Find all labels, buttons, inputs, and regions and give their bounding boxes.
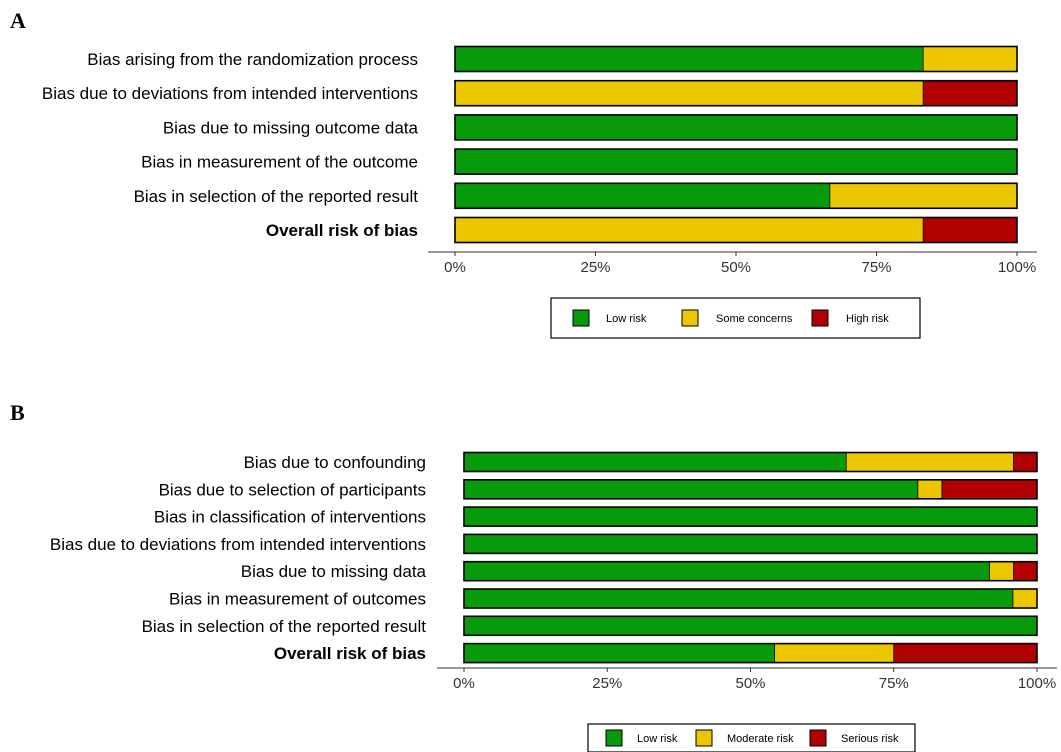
bar-segment-high-risk [923,217,1017,243]
bar-segment-low-risk [455,149,1017,175]
legend-swatch [605,729,623,747]
x-tick-label: 0% [453,675,475,692]
bar-segment-low-risk [464,643,775,663]
category-label: Bias due to missing data [241,562,427,581]
bar-outline [454,79,1018,107]
legend-label: Moderate risk [727,733,794,745]
bar-segment-serious-risk [941,479,1037,499]
legend: Low risk Some concerns High risk [550,297,921,339]
bar-segment-high-risk [923,80,1017,106]
x-tick-label: 75% [861,259,891,276]
legend: Low risk Moderate risk Serious risk [587,723,916,752]
category-label: Bias in selection of the reported result [134,187,419,206]
bar-segment-moderate-risk [917,479,942,499]
bar-outline [463,588,1038,609]
category-label: Bias arising from the randomization proc… [87,50,418,69]
bar-outline [463,533,1038,555]
bar-segment-low-risk [464,616,1037,636]
bar-outline [463,451,1038,473]
bar-segment-low-risk [464,507,1037,527]
x-tick-label: 50% [721,259,751,276]
x-tick-label: 25% [592,675,622,692]
chart-a: Bias arising from the randomization proc… [42,45,1037,339]
bar-segment-moderate-risk [989,561,1014,581]
bar-outline [463,506,1038,527]
legend-label: Serious risk [841,733,899,745]
bar-segment-low-risk [464,479,918,499]
legend-swatch [809,729,827,747]
x-tick-label: 0% [444,259,466,276]
bar-segment-moderate-risk [1012,589,1037,608]
legend-label: High risk [846,313,889,325]
legend-label: Some concerns [716,313,793,325]
panel-label-b: B [10,400,25,425]
bar-outline [463,615,1038,637]
bar-segment-serious-risk [893,643,1037,663]
bar-segment-low-risk [455,183,830,209]
legend-label: Low risk [606,313,647,325]
panel-label-a: A [10,8,26,33]
category-label: Bias due to missing outcome data [163,118,419,137]
bar-segment-low-risk [455,114,1017,140]
legend-label: Low risk [637,733,678,745]
category-label: Overall risk of bias [266,221,418,240]
bar-segment-moderate-risk [846,452,1014,472]
bar-segment-low-risk [464,452,847,472]
category-label: Bias in measurement of outcomes [169,590,426,609]
bar-segment-some-concerns [455,217,924,243]
x-tick-label: 25% [580,259,610,276]
bar-outline [454,114,1018,141]
category-label: Bias in classification of interventions [154,508,426,527]
bar-segment-serious-risk [1013,561,1037,581]
legend-box [587,723,916,752]
bar-segment-some-concerns [455,80,924,106]
chart-b: Bias due to confounding Bias due to selec… [50,451,1057,752]
bar-segment-some-concerns [923,46,1017,72]
bar-outline [454,148,1018,175]
legend-box [550,297,921,339]
category-label: Bias due to selection of participants [159,480,426,499]
legend-swatch [572,309,590,327]
category-label: Bias due to confounding [244,453,426,472]
legend-swatch [695,729,713,747]
x-tick-label: 75% [879,675,909,692]
legend-swatch [811,309,829,327]
legend-swatch [681,309,699,327]
category-label: Bias in selection of the reported result [142,617,427,636]
category-label: Bias due to deviations from intended int… [42,84,418,103]
category-label: Bias in measurement of the outcome [141,153,418,172]
category-label: Overall risk of bias [274,644,426,663]
x-tick-label: 100% [1018,675,1056,692]
category-label: Bias due to deviations from intended int… [50,535,426,554]
bar-outline [463,642,1038,664]
bar-outline [454,216,1018,244]
bar-segment-low-risk [455,46,924,72]
bar-outline [454,45,1018,73]
x-tick-label: 50% [735,675,765,692]
bar-outline [463,478,1038,500]
bar-outline [454,182,1018,210]
x-tick-label: 100% [998,259,1036,276]
bar-segment-moderate-risk [774,643,894,663]
bar-outline [463,560,1038,582]
bar-segment-serious-risk [1013,452,1037,472]
bar-segment-low-risk [464,534,1037,554]
bar-segment-some-concerns [829,183,1017,209]
bar-segment-low-risk [464,561,990,581]
bar-segment-low-risk [464,589,1013,608]
